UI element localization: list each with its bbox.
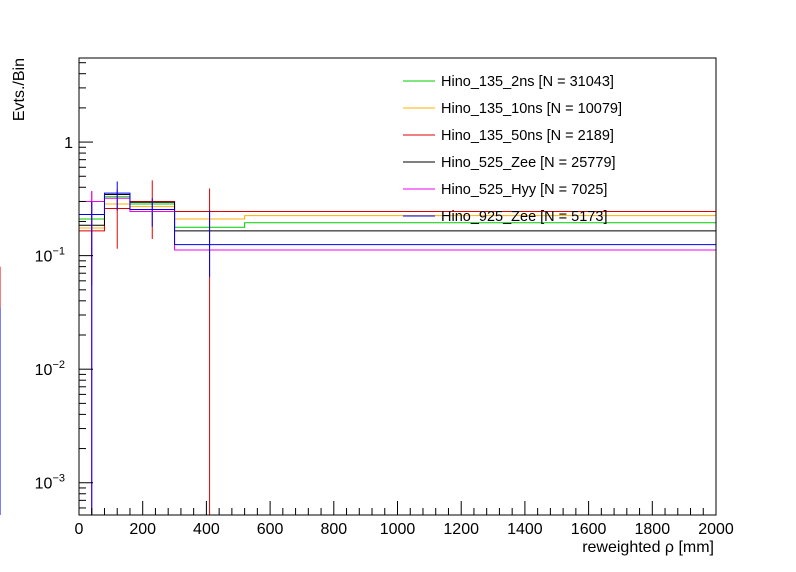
legend-label: Hino_525_Zee [N = 25779]	[441, 155, 616, 171]
y-axis-label: Evts./Bin	[11, 58, 28, 121]
x-axis-label: reweighted ρ [mm]	[582, 539, 714, 556]
x-tick-label: 1200	[443, 521, 479, 538]
legend-entry-5: Hino_925_Zee [N = 5173]	[403, 209, 607, 225]
x-tick-label: 1400	[507, 521, 543, 538]
x-tick-label: 600	[257, 521, 284, 538]
axis-layer: 0 200 400 600 800 1000 1200 1400 1600 1800 2000 10−…	[35, 62, 734, 538]
x-tick-label: 1000	[380, 521, 416, 538]
y-tick-label: 10−3	[35, 473, 65, 493]
legend-label: Hino_925_Zee [N = 5173]	[441, 209, 607, 225]
legend-label: Hino_135_10ns [N = 10079]	[441, 101, 622, 117]
legend-label: Hino_135_50ns [N = 2189]	[441, 128, 614, 144]
x-tick-label: 1600	[571, 521, 607, 538]
y-tick-label: 10−1	[35, 246, 65, 266]
legend-label: Hino_135_2ns [N = 31043]	[441, 74, 614, 90]
x-tick-label: 2000	[698, 521, 734, 538]
x-tick-label: 800	[320, 521, 347, 538]
legend-entry-3: Hino_525_Zee [N = 25779]	[403, 155, 616, 171]
x-tick-label: 200	[129, 521, 156, 538]
x-tick-label: 1800	[635, 521, 671, 538]
series-5	[0, 181, 717, 515]
x-tick-label: 0	[75, 521, 84, 538]
legend-entry-2: Hino_135_50ns [N = 2189]	[403, 128, 614, 144]
y-tick-label: 1	[64, 135, 73, 152]
legend-label: Hino_525_Hyy [N = 7025]	[441, 182, 607, 198]
legend: Hino_135_2ns [N = 31043] Hino_135_10ns [N…	[403, 74, 622, 225]
legend-entry-1: Hino_135_10ns [N = 10079]	[403, 101, 622, 117]
legend-entry-4: Hino_525_Hyy [N = 7025]	[403, 182, 607, 198]
legend-entry-0: Hino_135_2ns [N = 31043]	[403, 74, 614, 90]
y-tick-label: 10−2	[35, 359, 65, 379]
series-layer	[0, 180, 717, 515]
x-tick-label: 400	[193, 521, 220, 538]
